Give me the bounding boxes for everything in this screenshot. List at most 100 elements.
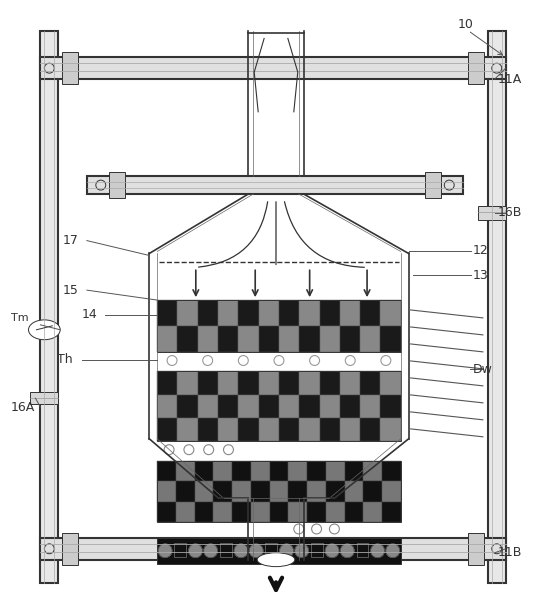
Text: Th: Th	[57, 353, 73, 366]
Bar	[380, 395, 401, 418]
Bar	[239, 371, 258, 395]
Bar	[239, 395, 258, 418]
Bar	[258, 326, 279, 352]
Bar	[177, 371, 198, 395]
Bar	[157, 371, 177, 395]
Bar	[363, 502, 382, 522]
Bar	[340, 326, 360, 352]
Bar	[232, 502, 251, 522]
Bar	[340, 418, 360, 441]
Bar	[213, 460, 232, 481]
Bar	[258, 418, 279, 441]
Bar	[344, 460, 363, 481]
Bar	[360, 300, 380, 326]
Bar	[380, 326, 401, 352]
Bar	[299, 300, 320, 326]
Bar	[320, 418, 340, 441]
Bar	[157, 538, 401, 564]
Bar	[213, 502, 232, 522]
Bar	[251, 481, 269, 502]
Bar	[344, 481, 363, 502]
Text: 17: 17	[62, 234, 78, 247]
Bar	[157, 326, 177, 352]
Ellipse shape	[29, 320, 60, 340]
Bar	[360, 395, 380, 418]
Bar	[468, 533, 484, 565]
Bar	[87, 176, 463, 194]
Bar	[198, 326, 218, 352]
Bar	[157, 395, 177, 418]
Circle shape	[158, 544, 172, 558]
Bar	[382, 502, 401, 522]
Bar	[220, 543, 232, 557]
Circle shape	[188, 544, 202, 558]
Circle shape	[371, 544, 385, 558]
Bar	[320, 300, 340, 326]
Bar	[380, 418, 401, 441]
Bar	[239, 300, 258, 326]
Bar	[311, 543, 323, 557]
Bar	[251, 502, 269, 522]
Bar	[279, 371, 299, 395]
Text: 13: 13	[473, 269, 489, 282]
Bar	[299, 326, 320, 352]
Bar	[299, 418, 320, 441]
Bar	[363, 460, 382, 481]
Bar	[380, 300, 401, 326]
Bar	[213, 481, 232, 502]
Bar	[109, 173, 125, 198]
Text: 12: 12	[473, 244, 489, 257]
Bar	[326, 502, 344, 522]
Bar	[299, 395, 320, 418]
Text: 11B: 11B	[498, 546, 522, 559]
Bar	[468, 52, 484, 84]
Circle shape	[341, 544, 354, 558]
Text: 11A: 11A	[498, 72, 522, 85]
Bar	[340, 300, 360, 326]
Bar	[382, 481, 401, 502]
Bar	[288, 460, 307, 481]
Circle shape	[249, 544, 263, 558]
Bar	[269, 502, 288, 522]
Bar	[258, 300, 279, 326]
Bar	[157, 460, 401, 522]
Bar	[218, 300, 239, 326]
Bar	[239, 326, 258, 352]
Bar	[266, 543, 277, 557]
Bar	[307, 481, 326, 502]
Bar	[30, 392, 58, 404]
Text: Dw: Dw	[473, 363, 493, 376]
Bar	[218, 418, 239, 441]
Bar	[198, 300, 218, 326]
Bar	[177, 418, 198, 441]
Bar	[195, 460, 213, 481]
Bar	[279, 326, 299, 352]
Bar	[62, 533, 78, 565]
Bar	[40, 31, 58, 583]
Bar	[157, 300, 401, 352]
Bar	[176, 502, 195, 522]
Bar	[320, 326, 340, 352]
Circle shape	[386, 544, 399, 558]
Bar	[177, 326, 198, 352]
Bar	[488, 31, 506, 583]
Bar	[198, 371, 218, 395]
Circle shape	[295, 544, 309, 558]
Bar	[269, 460, 288, 481]
Bar	[382, 460, 401, 481]
Bar	[269, 481, 288, 502]
Bar	[232, 460, 251, 481]
Bar	[344, 502, 363, 522]
Bar	[195, 502, 213, 522]
Bar	[320, 395, 340, 418]
Bar	[478, 206, 506, 220]
Bar	[380, 371, 401, 395]
Bar	[198, 395, 218, 418]
Circle shape	[279, 544, 294, 558]
Bar	[363, 481, 382, 502]
Bar	[218, 371, 239, 395]
Bar	[157, 371, 401, 441]
Bar	[340, 395, 360, 418]
Bar	[360, 371, 380, 395]
Bar	[288, 502, 307, 522]
